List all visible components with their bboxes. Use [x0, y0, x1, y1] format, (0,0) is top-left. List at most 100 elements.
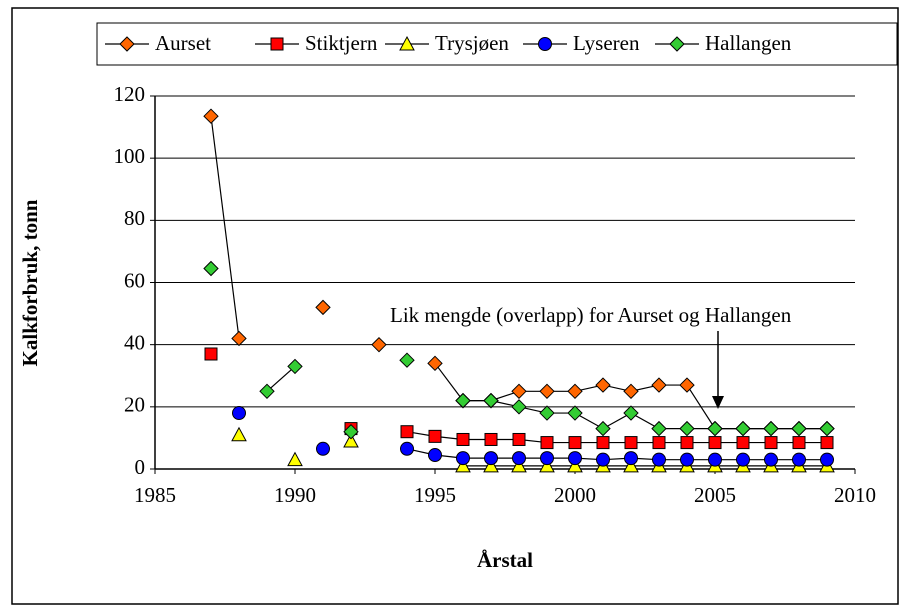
data-point: [484, 432, 498, 446]
data-point: [568, 451, 582, 466]
data-point: [567, 383, 583, 399]
data-point: [539, 457, 555, 473]
data-point: [512, 451, 526, 466]
legend-label: Lyseren: [573, 31, 640, 55]
y-tick-label: 80: [124, 206, 145, 230]
data-point: [820, 436, 834, 450]
data-point: [371, 336, 387, 353]
data-point: [540, 451, 554, 466]
data-point: [232, 406, 246, 421]
series-line: [406, 431, 827, 444]
data-point: [512, 432, 526, 446]
data-point: [567, 457, 583, 473]
legend-box: [96, 22, 898, 66]
data-point: [427, 355, 443, 372]
y-tick-label: 120: [114, 82, 146, 106]
data-point: [511, 399, 527, 415]
data-point: [624, 451, 638, 466]
x-tick-label: 2000: [554, 483, 596, 507]
data-point: [287, 358, 303, 375]
data-point: [735, 420, 751, 437]
data-point: [792, 436, 806, 450]
data-point: [679, 420, 695, 437]
y-axis-title: Kalkforbruk, tonn: [18, 199, 42, 366]
data-point: [736, 452, 750, 467]
data-point: [764, 436, 778, 450]
data-point: [400, 425, 414, 439]
data-point: [539, 405, 555, 421]
data-point: [511, 383, 527, 399]
data-point: [259, 383, 275, 399]
data-point: [652, 452, 666, 467]
data-point: [652, 436, 666, 450]
data-point: [595, 377, 611, 393]
data-point: [315, 299, 331, 316]
data-point: [428, 429, 442, 443]
chart-border: [11, 7, 899, 605]
data-point: [456, 432, 470, 446]
data-point: [231, 330, 247, 347]
data-point: [204, 347, 218, 361]
legend-label: Trysjøen: [435, 31, 509, 55]
y-tick-label: 20: [124, 393, 145, 417]
data-point: [708, 452, 722, 467]
x-axis-title: Årstal: [477, 548, 533, 572]
data-point: [680, 436, 694, 450]
data-point: [763, 420, 779, 437]
data-point: [483, 392, 499, 409]
data-point: [455, 392, 471, 409]
x-tick-label: 1985: [134, 483, 176, 507]
data-point: [736, 436, 750, 450]
y-tick-label: 60: [124, 268, 145, 292]
data-point: [680, 452, 694, 467]
data-point: [679, 377, 695, 393]
data-point: [651, 420, 667, 437]
data-point: [819, 420, 835, 437]
data-point: [764, 452, 778, 467]
data-point: [596, 452, 610, 467]
data-point: [231, 426, 247, 442]
data-point: [428, 448, 442, 463]
annotation: Lik mengde (overlapp) for Aurset og Hall…: [390, 303, 792, 327]
data-point: [707, 420, 723, 437]
data-point: [540, 436, 554, 450]
x-tick-label: 2010: [834, 483, 876, 507]
x-tick-label: 1995: [414, 483, 456, 507]
legend-marker: [399, 35, 415, 51]
data-point: [595, 420, 611, 437]
data-point: [623, 405, 639, 421]
data-point: [623, 383, 639, 399]
data-point: [791, 420, 807, 437]
data-point: [484, 451, 498, 466]
data-point: [455, 457, 471, 473]
data-point: [539, 383, 555, 399]
data-point: [287, 451, 303, 467]
data-point: [596, 436, 610, 450]
data-point: [567, 405, 583, 421]
data-point: [623, 457, 639, 473]
legend-marker: [538, 37, 552, 51]
data-point: [456, 451, 470, 466]
data-point: [708, 436, 722, 450]
x-tick-label: 1990: [274, 483, 316, 507]
data-point: [343, 432, 359, 448]
data-point: [483, 457, 499, 473]
data-point: [343, 423, 359, 440]
data-point: [511, 457, 527, 473]
data-point: [651, 377, 667, 393]
series-line: [406, 448, 827, 461]
data-point: [400, 441, 414, 456]
legend-label: Stiktjern: [305, 31, 378, 55]
legend-label: Aurset: [155, 31, 211, 55]
x-tick-label: 2005: [694, 483, 736, 507]
data-point: [203, 260, 219, 277]
data-point: [624, 436, 638, 450]
data-point: [316, 441, 330, 456]
legend-marker: [119, 36, 135, 52]
legend-label: Hallangen: [705, 31, 792, 55]
annotation-arrowhead: [712, 396, 724, 409]
y-tick-label: 40: [124, 330, 145, 354]
data-point: [820, 452, 834, 467]
legend-marker: [270, 37, 284, 51]
